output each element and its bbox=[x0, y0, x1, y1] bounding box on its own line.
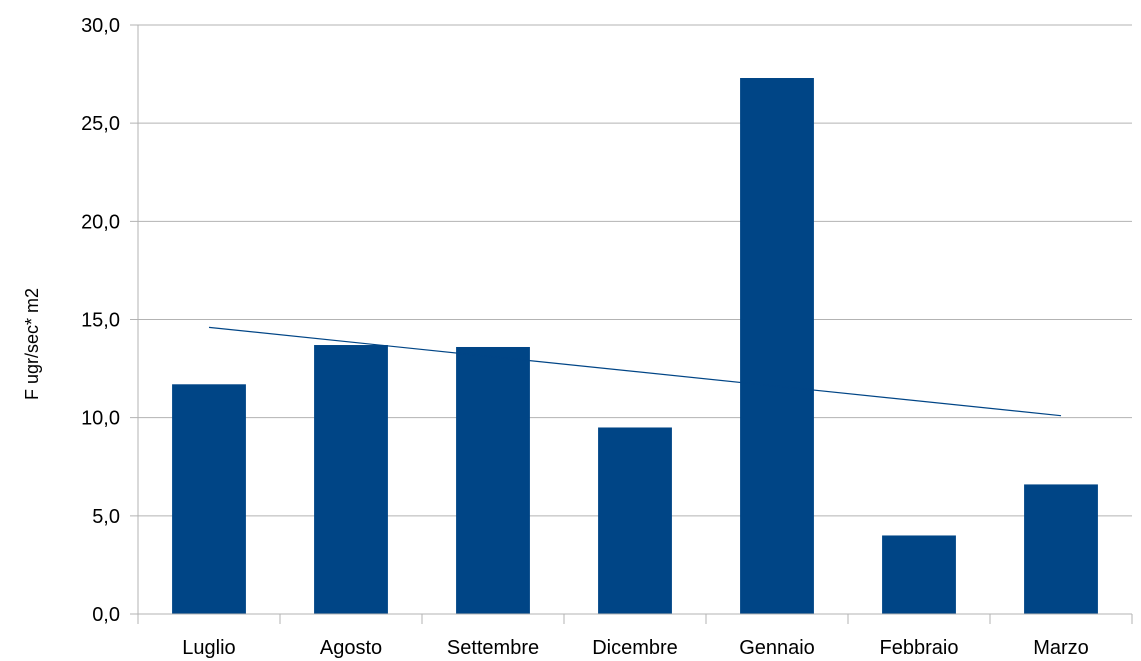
y-tick-label: 15,0 bbox=[81, 310, 120, 332]
y-tick-label: 5,0 bbox=[92, 506, 120, 528]
x-tick-label: Dicembre bbox=[592, 637, 678, 659]
y-axis-title: F ugr/sec* m2 bbox=[22, 288, 42, 400]
x-tick-label: Marzo bbox=[1033, 637, 1089, 659]
bar-marzo bbox=[1024, 484, 1098, 614]
bar-febbraio bbox=[882, 535, 956, 614]
gridlines bbox=[130, 24, 1132, 615]
axes bbox=[137, 25, 1133, 624]
y-tick-label: 30,0 bbox=[81, 15, 120, 37]
trendline bbox=[208, 326, 1062, 417]
bar-luglio bbox=[172, 384, 246, 614]
x-tick-label: Agosto bbox=[320, 637, 382, 659]
x-tick-label: Luglio bbox=[182, 637, 235, 659]
bar-settembre bbox=[456, 346, 530, 614]
axis-labels: 0,0 5,0 10,0 15,0 20,0 25,0 30,0 Luglio Agosto Se… bbox=[81, 15, 1089, 659]
y-tick-label: 25,0 bbox=[81, 113, 120, 135]
y-tick-label: 0,0 bbox=[92, 604, 120, 626]
trendline-layer bbox=[208, 326, 1062, 417]
x-tick-label: Settembre bbox=[447, 637, 539, 659]
y-tick-label: 20,0 bbox=[81, 211, 120, 233]
bar-gennaio bbox=[740, 78, 814, 614]
bars bbox=[172, 78, 1098, 614]
bar-agosto bbox=[314, 345, 388, 614]
x-tick-label: Gennaio bbox=[739, 637, 815, 659]
y-tick-label: 10,0 bbox=[81, 408, 120, 430]
bar-dicembre bbox=[598, 427, 672, 614]
x-tick-label: Febbraio bbox=[880, 637, 959, 659]
